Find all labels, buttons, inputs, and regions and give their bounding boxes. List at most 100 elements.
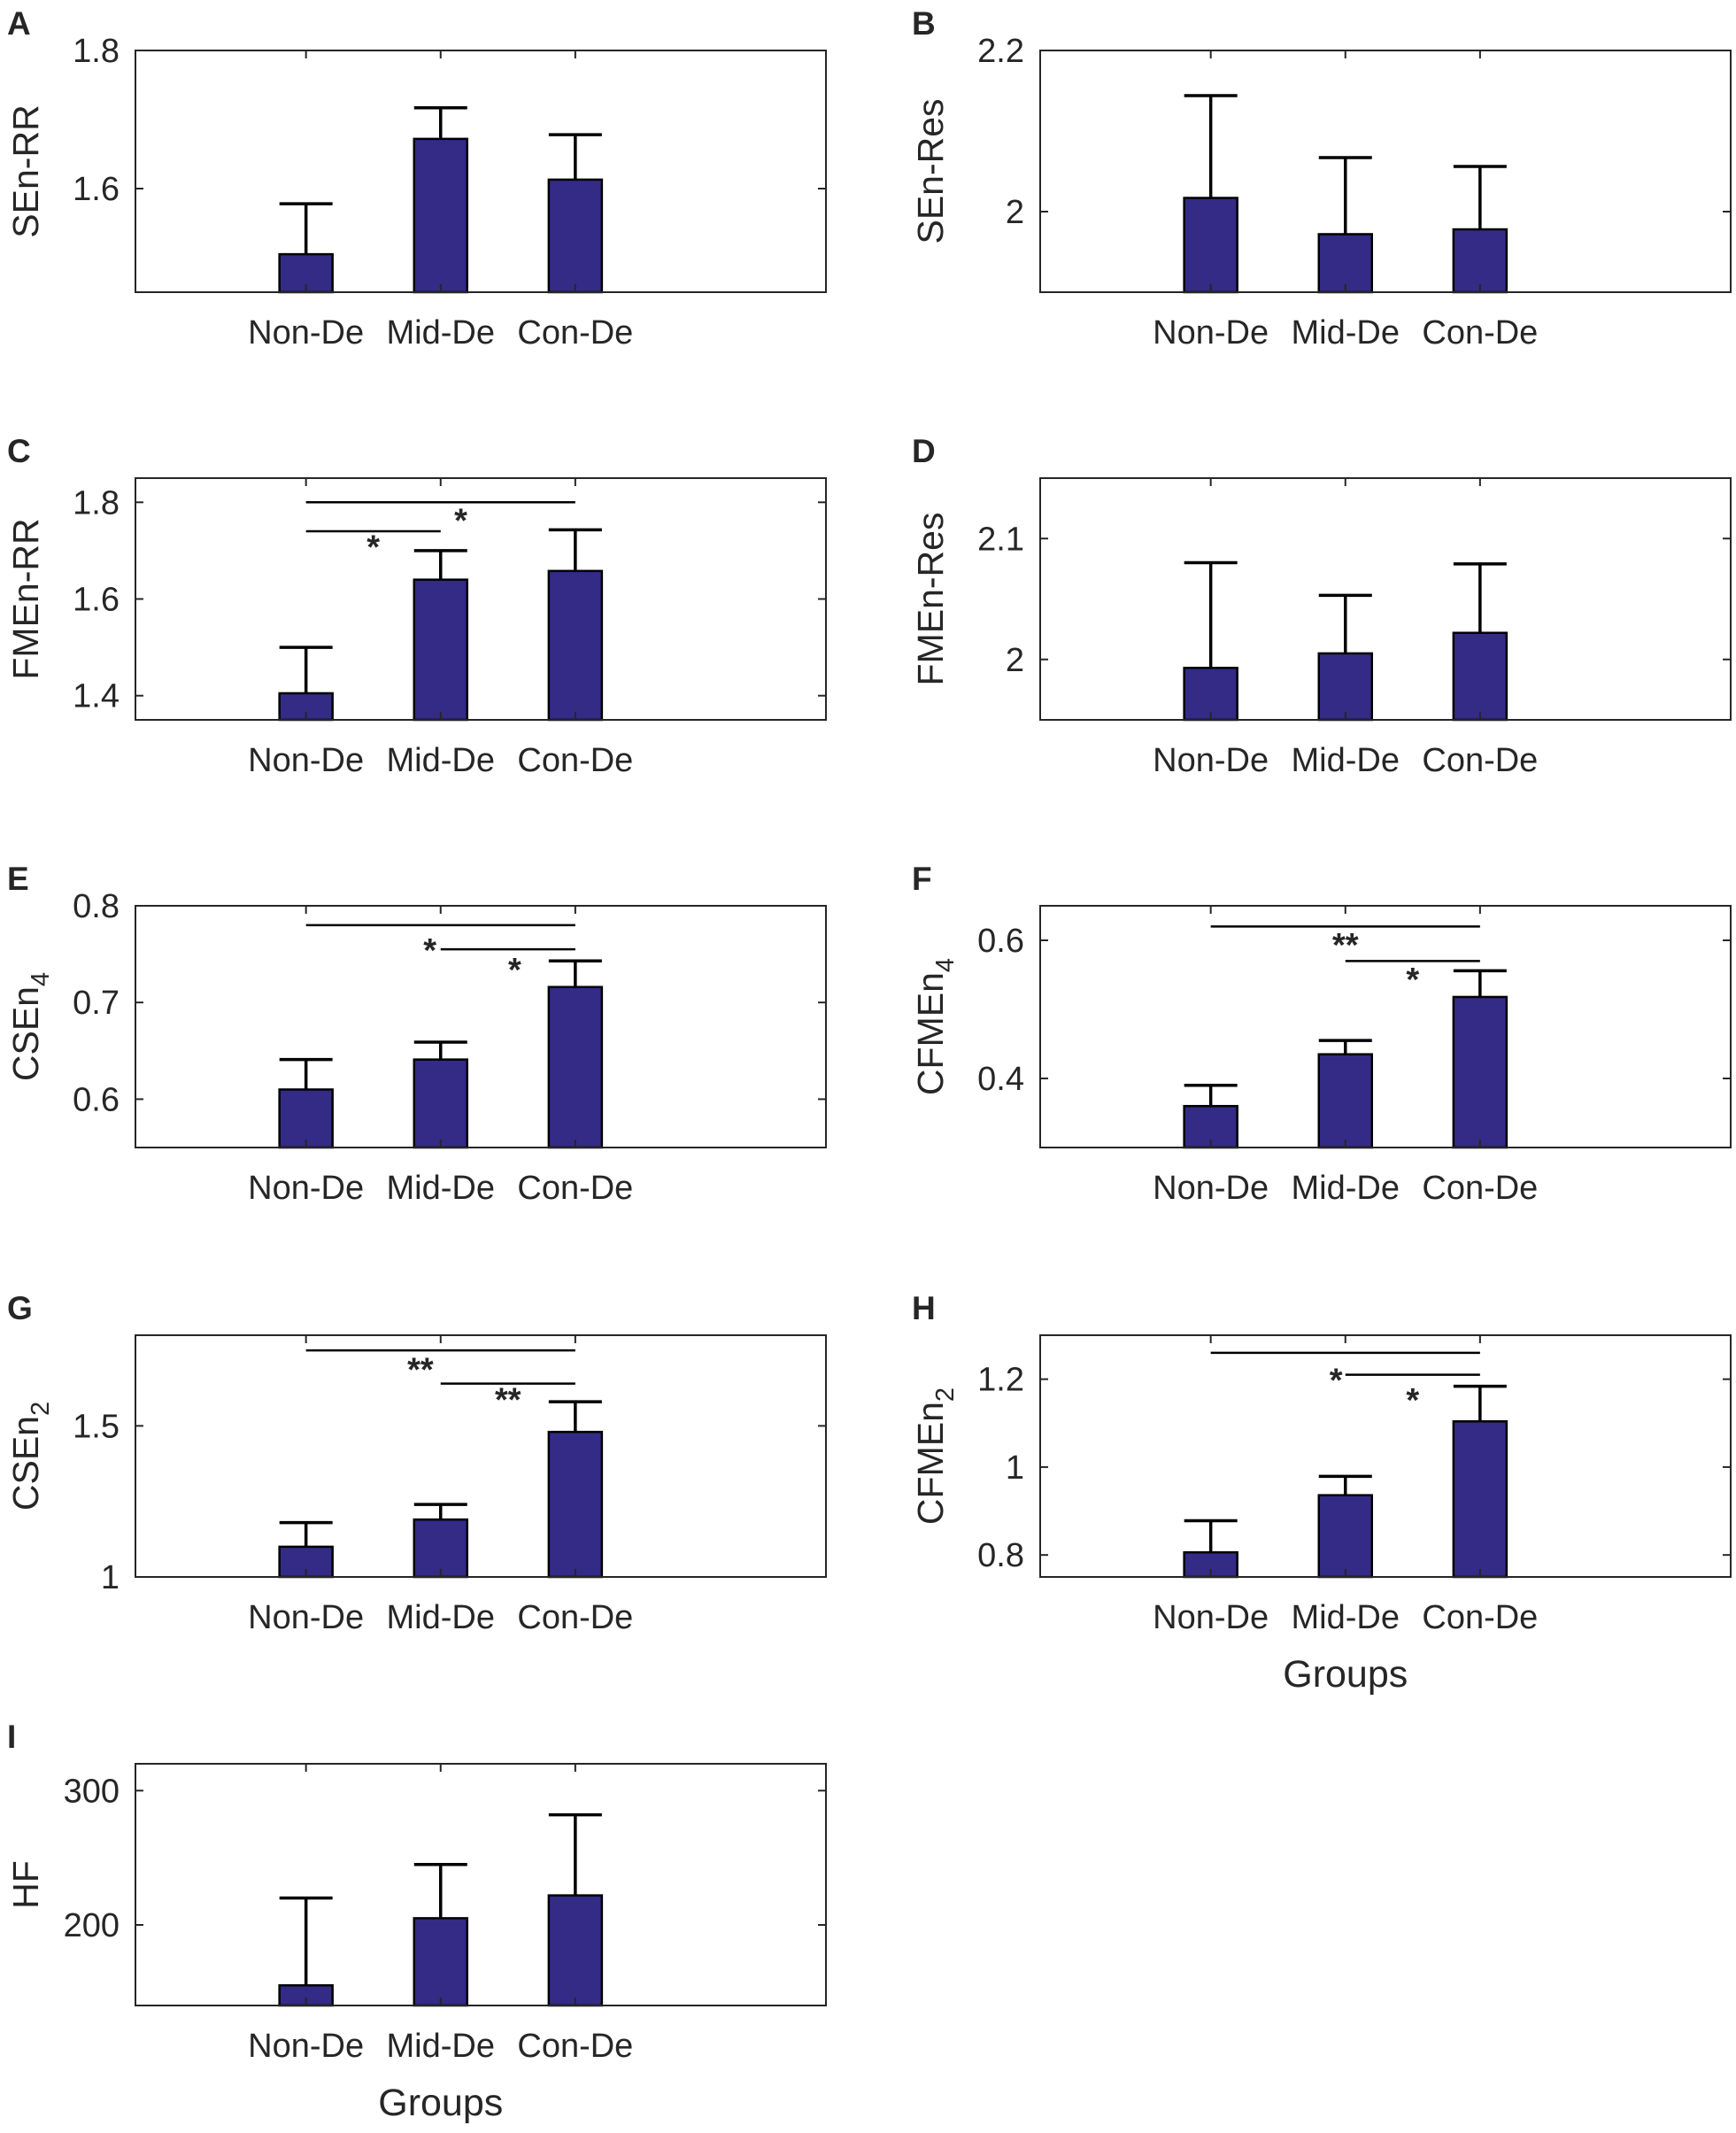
x-tick-label: Con-De (517, 2028, 633, 2065)
axes-box (1039, 477, 1732, 721)
y-tick-label: 1 (101, 1559, 120, 1596)
y-axis-label-main: HF (5, 1860, 46, 1909)
y-tick-label: 2 (1006, 194, 1024, 231)
panel-h: H 0.8 1 1.2 Non-De Mid-De Con-De CFMEn2 Groups * * (910, 1290, 1732, 1696)
significance-label: * (423, 932, 436, 970)
panel-label: D (912, 433, 936, 469)
y-tick-label: 0.7 (73, 985, 120, 1022)
axes-box (135, 50, 827, 293)
y-tick-label: 0.4 (977, 1061, 1024, 1098)
significance-label: * (508, 952, 521, 989)
panel-label: A (7, 5, 31, 42)
y-axis-label-main: FMEn-RR (5, 518, 46, 679)
x-tick-label: Con-De (1422, 1599, 1538, 1636)
axes-box (1039, 1334, 1732, 1578)
y-axis-label-main: CSEn (5, 986, 46, 1081)
x-tick-label: Mid-De (1292, 742, 1400, 779)
bar (413, 1058, 469, 1149)
y-axis-label-main: CSEn (5, 1416, 46, 1511)
x-tick-label: Mid-De (1292, 1170, 1400, 1207)
axes-box (135, 1763, 827, 2006)
panel-a: A 1.6 1.8 Non-De Mid-De Con-De SEn-RR (5, 5, 827, 352)
y-axis-label-subscript: 4 (27, 972, 55, 986)
x-tick-label: Mid-De (387, 314, 495, 352)
significance-label: * (454, 502, 467, 539)
x-tick-label: Mid-De (387, 2028, 495, 2065)
significance-label: ** (495, 1382, 521, 1419)
x-tick-label: Con-De (517, 1599, 633, 1636)
bar (278, 1545, 334, 1579)
bar (413, 578, 469, 722)
x-tick-label: Mid-De (1292, 314, 1400, 352)
x-tick-label: Con-De (1422, 314, 1538, 352)
significance-label: * (1330, 1363, 1343, 1400)
x-tick-label: Non-De (248, 742, 364, 779)
bar (547, 569, 604, 722)
axes-box (1039, 905, 1732, 1148)
y-tick-label: 1.2 (977, 1362, 1024, 1399)
x-tick-label: Mid-De (1292, 1599, 1400, 1636)
bar (1452, 995, 1508, 1149)
y-tick-label: 1.6 (73, 582, 120, 619)
y-tick-label: 0.6 (73, 1081, 120, 1118)
bar (547, 985, 604, 1149)
x-tick-label: Con-De (1422, 742, 1538, 779)
y-axis-label: SEn-RR (5, 104, 46, 237)
y-tick-label: 1.8 (73, 484, 120, 522)
y-axis-label: FMEn-Res (910, 513, 951, 686)
y-axis-label-main: FMEn-Res (910, 513, 951, 686)
x-tick-label: Mid-De (387, 1599, 495, 1636)
panel-label: F (912, 861, 932, 897)
bar (1317, 1494, 1374, 1579)
panel-label: I (7, 1719, 16, 1755)
y-axis-label-main: SEn-RR (5, 104, 46, 237)
y-tick-label: 2.1 (977, 521, 1024, 558)
x-tick-label: Non-De (248, 1599, 364, 1636)
bar (1317, 652, 1374, 722)
y-tick-label: 300 (64, 1773, 120, 1810)
x-tick-label: Non-De (1153, 1599, 1269, 1636)
bar (1452, 1420, 1508, 1579)
x-tick-label: Con-De (517, 314, 633, 352)
panel-e: E 0.6 0.7 0.8 Non-De Mid-De Con-De CSEn4 * * (5, 861, 827, 1207)
y-axis-label-main: CFMEn (910, 1402, 951, 1525)
axes-box (135, 905, 827, 1148)
bar (547, 178, 604, 294)
x-tick-label: Non-De (1153, 742, 1269, 779)
panel-label: C (7, 433, 31, 469)
y-tick-label: 0.6 (977, 923, 1024, 960)
y-axis-label: CFMEn2 (910, 1387, 960, 1525)
panel-i: I 200 300 Non-De Mid-De Con-De HF Groups (5, 1719, 827, 2124)
panel-label: H (912, 1290, 936, 1326)
bar (1452, 228, 1508, 294)
x-axis-label: Groups (378, 2082, 503, 2124)
significance-label: * (1406, 962, 1419, 999)
panel-label: G (7, 1290, 33, 1326)
x-tick-label: Mid-De (387, 742, 495, 779)
y-tick-label: 2.2 (977, 33, 1024, 70)
y-tick-label: 1.4 (73, 678, 120, 715)
bar (547, 1894, 604, 2007)
x-tick-label: Non-De (248, 314, 364, 352)
y-tick-label: 0.8 (977, 1537, 1024, 1574)
bar (1317, 233, 1374, 294)
y-tick-label: 200 (64, 1907, 120, 1944)
x-tick-label: Mid-De (387, 1170, 495, 1207)
y-axis-label-subscript: 2 (931, 1387, 960, 1402)
axes-box (1039, 50, 1732, 293)
bar (1317, 1053, 1374, 1149)
y-tick-label: 1.6 (73, 171, 120, 208)
y-tick-label: 0.8 (73, 888, 120, 925)
y-axis-label-subscript: 2 (27, 1402, 55, 1416)
x-tick-label: Non-De (248, 2028, 364, 2065)
x-tick-label: Con-De (517, 742, 633, 779)
bar (1452, 631, 1508, 722)
y-tick-label: 2 (1006, 642, 1024, 679)
y-axis-label: CSEn2 (5, 1402, 55, 1511)
x-tick-label: Non-De (248, 1170, 364, 1207)
y-axis-label: FMEn-RR (5, 518, 46, 679)
panel-g: G 1 1.5 Non-De Mid-De Con-De CSEn2 ** ** (5, 1290, 827, 1636)
y-tick-label: 1.8 (73, 33, 120, 70)
